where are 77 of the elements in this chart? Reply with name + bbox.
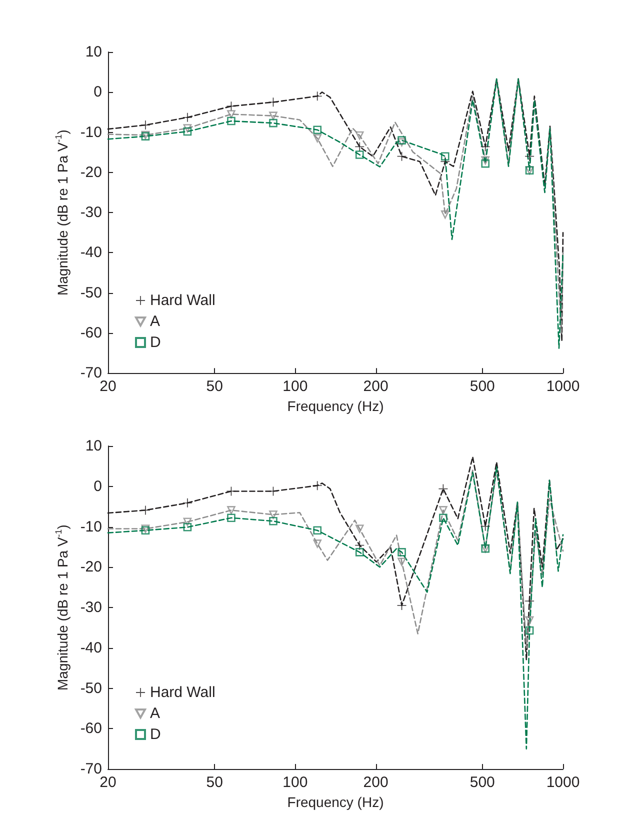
point [398, 136, 406, 144]
y-axis-title: Magnitude (dB re 1 Pa V-1) [53, 130, 70, 296]
point [227, 506, 236, 514]
y-tick-label: -30 [80, 599, 102, 616]
y-tick-label: -20 [80, 558, 102, 576]
point [183, 124, 192, 132]
legend-label: Hard Wall [150, 292, 216, 309]
point [227, 110, 236, 118]
y-tick-label: -10 [80, 124, 102, 141]
point [227, 116, 236, 126]
point [269, 510, 278, 519]
y-tick-label: -60 [80, 324, 102, 342]
x-tick-label: 500 [470, 378, 495, 396]
x-tick-label: 20 [100, 774, 116, 791]
point [269, 516, 278, 526]
legend-label: D [150, 726, 161, 743]
point [313, 126, 322, 134]
y-axis-title: Magnitude (dB re 1 Pa V-1) [53, 524, 70, 690]
x-tick-label: 50 [206, 378, 223, 396]
x-tick-label: 500 [470, 774, 495, 791]
y-tick-label: -20 [80, 164, 102, 181]
point [313, 540, 322, 548]
point [440, 210, 450, 219]
legend-label: A [150, 705, 160, 722]
y-tick-label: -60 [80, 720, 102, 738]
y-tick-label: 10 [85, 44, 102, 60]
y-tick-label: -70 [80, 364, 102, 382]
point [355, 548, 364, 556]
point [355, 131, 364, 140]
point [140, 120, 150, 130]
x-tick-label: 100 [282, 378, 308, 396]
legend-label: A [150, 313, 160, 330]
y-tick-label: -70 [80, 760, 102, 778]
point [182, 112, 192, 122]
point [398, 558, 406, 566]
point [183, 127, 192, 136]
y-tick-label: -50 [80, 680, 102, 697]
point [269, 118, 278, 128]
y-tick-label: -10 [80, 518, 102, 536]
point [313, 526, 322, 535]
point [355, 150, 364, 159]
y-tick-label: 0 [94, 478, 102, 495]
point [439, 514, 448, 522]
y-tick-label: -30 [80, 204, 102, 222]
legend-label: D [150, 334, 161, 351]
y-tick-label: 10 [85, 438, 102, 454]
point [355, 540, 364, 550]
point [439, 506, 448, 514]
point [140, 506, 150, 515]
x-tick-label: 200 [363, 378, 388, 396]
point [440, 152, 450, 161]
x-axis-title: Frequency (Hz) [287, 794, 384, 810]
x-tick-label: 100 [282, 774, 308, 791]
point [355, 524, 364, 533]
point [227, 514, 236, 522]
point [312, 481, 322, 490]
y-tick-label: -40 [80, 639, 102, 656]
point [182, 498, 192, 508]
point [183, 523, 192, 532]
legend-label: Hard Wall [150, 684, 216, 701]
x-tick-label: 50 [206, 774, 223, 791]
x-tick-label: 20 [100, 378, 116, 396]
x-tick-label: 1000 [546, 774, 580, 791]
x-tick-label: 1000 [546, 378, 580, 396]
point [440, 157, 450, 166]
y-tick-label: -40 [80, 244, 102, 262]
point [183, 518, 192, 526]
y-tick-label: -50 [80, 284, 102, 302]
point [313, 134, 322, 142]
y-tick-label: 0 [94, 84, 102, 101]
x-tick-label: 200 [363, 774, 388, 791]
x-axis-title: Frequency (Hz) [287, 398, 384, 414]
point [269, 112, 278, 120]
point [525, 616, 534, 625]
point [525, 626, 534, 635]
point [312, 92, 322, 101]
point [398, 548, 406, 556]
